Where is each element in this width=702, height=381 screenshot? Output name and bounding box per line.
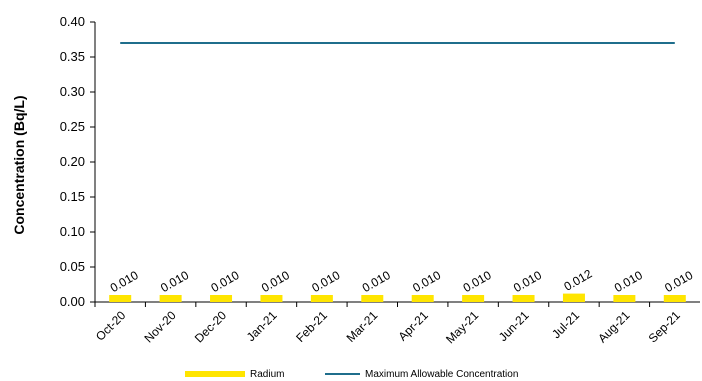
y-axis-title: Concentration (Bq/L) xyxy=(11,95,27,234)
data-label: 0.010 xyxy=(461,268,494,295)
x-tick-label: Dec-20 xyxy=(192,308,229,345)
legend: Radium Maximum Allowable Concentration xyxy=(185,369,518,380)
data-label: 0.010 xyxy=(612,268,645,295)
y-tick-label: 0.25 xyxy=(60,119,85,134)
data-label: 0.010 xyxy=(410,268,443,295)
x-tick-label: Feb-21 xyxy=(293,308,330,345)
data-label: 0.010 xyxy=(309,268,342,295)
y-tick-label: 0.10 xyxy=(60,224,85,239)
x-tick-label: May-21 xyxy=(443,308,481,346)
y-tick-label: 0.40 xyxy=(60,14,85,29)
bar xyxy=(109,295,132,302)
x-tick-label: Nov-20 xyxy=(141,308,178,345)
data-label: 0.010 xyxy=(662,268,695,295)
legend-swatch-radium xyxy=(185,371,245,377)
data-label: 0.010 xyxy=(108,268,141,295)
bar-series-radium xyxy=(109,293,686,302)
y-tick-label: 0.15 xyxy=(60,189,85,204)
x-tick-label: Mar-21 xyxy=(344,308,381,345)
x-tick-label: Jan-21 xyxy=(244,308,280,344)
x-tick-label: Oct-20 xyxy=(93,308,129,344)
y-tick-label: 0.05 xyxy=(60,259,85,274)
bar xyxy=(663,295,686,302)
bar xyxy=(310,295,333,302)
x-tick-label: Apr-21 xyxy=(395,308,431,344)
y-tick-label: 0.35 xyxy=(60,49,85,64)
bar xyxy=(411,295,434,302)
bar xyxy=(613,295,636,302)
x-tick-label: Jul-21 xyxy=(549,308,582,341)
legend-label-radium: Radium xyxy=(250,369,284,380)
bar xyxy=(159,295,182,302)
x-axis: Oct-20 Nov-20 Dec-20 Jan-21 Feb-21 Mar-21 Apr-… xyxy=(93,301,700,346)
y-tick-label: 0.00 xyxy=(60,294,85,309)
data-label: 0.010 xyxy=(158,268,191,295)
data-labels: 0.010 0.010 0.010 0.010 0.010 0.010 0.010 0.010… xyxy=(108,266,696,295)
bar xyxy=(260,295,283,302)
data-label: 0.010 xyxy=(209,268,242,295)
data-label: 0.010 xyxy=(360,268,393,295)
x-tick-label: Sep-21 xyxy=(646,308,683,345)
x-tick-label: Aug-21 xyxy=(595,308,632,345)
x-tick-label: Jun-21 xyxy=(496,308,532,344)
bar xyxy=(512,295,535,302)
bar xyxy=(361,295,384,302)
y-tick-label: 0.20 xyxy=(60,154,85,169)
bar xyxy=(210,295,233,302)
data-label: 0.010 xyxy=(259,268,292,295)
data-label: 0.012 xyxy=(561,266,594,293)
data-label: 0.010 xyxy=(511,268,544,295)
y-tick-label: 0.30 xyxy=(60,84,85,99)
y-axis: 0.00 0.05 0.10 0.15 0.20 0.25 0.30 0.35 0.40 xyxy=(60,14,96,309)
bar xyxy=(462,295,485,302)
bar xyxy=(562,293,585,302)
legend-label-max-allowable: Maximum Allowable Concentration xyxy=(365,369,518,380)
